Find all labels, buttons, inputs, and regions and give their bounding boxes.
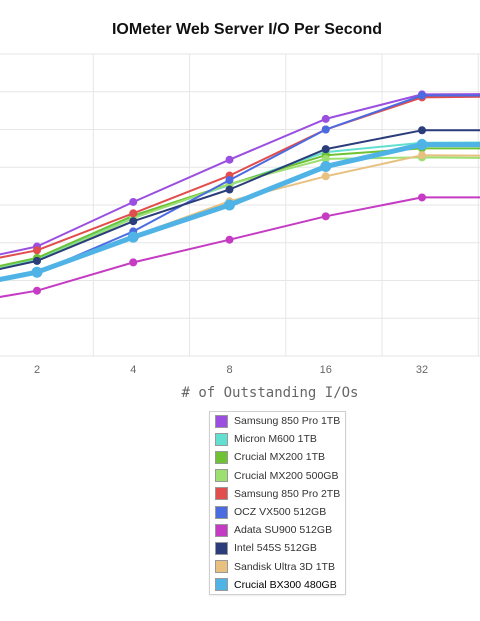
data-point bbox=[224, 199, 235, 211]
data-point bbox=[418, 193, 426, 202]
data-point bbox=[129, 258, 138, 267]
legend-item[interactable]: Intel 545S 512GB bbox=[215, 539, 345, 557]
data-point bbox=[321, 154, 330, 163]
chart-title: IOMeter Web Server I/O Per Second bbox=[112, 21, 382, 38]
legend-label: Adata SU900 512GB bbox=[234, 524, 333, 537]
data-point bbox=[33, 256, 41, 265]
data-point bbox=[225, 155, 234, 164]
data-point bbox=[33, 246, 41, 255]
x-axis-label: # of Outstanding I/Os bbox=[181, 385, 358, 401]
legend-label: Crucial MX200 1TB bbox=[234, 451, 326, 464]
data-point bbox=[321, 212, 330, 221]
legend-swatch bbox=[215, 487, 228, 501]
data-point bbox=[129, 217, 138, 226]
legend-item[interactable]: OCZ VX500 512GB bbox=[215, 503, 345, 521]
series-line bbox=[0, 142, 480, 283]
grid bbox=[0, 53, 480, 357]
data-point bbox=[129, 209, 138, 218]
series-layer bbox=[0, 90, 480, 298]
series-adata-su900-512gb bbox=[0, 193, 480, 298]
legend-label: Crucial MX200 500GB bbox=[234, 469, 339, 482]
x-tick-label: 8 bbox=[226, 364, 232, 376]
legend-label: Samsung 850 Pro 1TB bbox=[234, 415, 341, 428]
legend-swatch bbox=[215, 505, 228, 519]
legend-item[interactable]: Samsung 850 Pro 2TB bbox=[215, 485, 345, 503]
series-line bbox=[0, 94, 480, 282]
data-point bbox=[416, 139, 428, 151]
legend-label: Sandisk Ultra 3D 1TB bbox=[234, 560, 335, 573]
legend-item[interactable]: Crucial MX200 500GB bbox=[215, 467, 345, 485]
data-point bbox=[320, 160, 332, 172]
series-sandisk-ultra-3d-1tb bbox=[0, 151, 480, 281]
legend-swatch bbox=[215, 541, 228, 555]
data-point bbox=[418, 91, 426, 100]
legend-item[interactable]: Adata SU900 512GB bbox=[215, 521, 345, 539]
data-point bbox=[321, 125, 330, 134]
legend-swatch bbox=[215, 469, 228, 483]
series-intel-545s-512gb bbox=[0, 126, 480, 271]
data-point bbox=[33, 286, 41, 295]
series-micron-m600-1tb bbox=[0, 138, 480, 269]
x-tick-label: 16 bbox=[320, 364, 332, 376]
data-point bbox=[321, 114, 330, 123]
legend-swatch bbox=[215, 560, 228, 574]
legend-item[interactable]: Micron M600 1TB bbox=[215, 430, 345, 448]
legend-item[interactable]: Crucial MX200 1TB bbox=[215, 448, 345, 466]
data-point bbox=[129, 197, 138, 206]
legend-item[interactable]: Crucial BX300 480GB bbox=[215, 576, 345, 594]
data-point bbox=[418, 151, 426, 160]
series-ocz-vx500-512gb bbox=[0, 91, 480, 282]
series-crucial-mx200-500gb bbox=[0, 153, 480, 270]
x-tick-label: 4 bbox=[130, 364, 136, 376]
data-point bbox=[225, 185, 234, 194]
data-point bbox=[225, 176, 234, 185]
legend-swatch bbox=[215, 432, 228, 446]
legend-label: Crucial BX300 480GB bbox=[234, 578, 337, 591]
x-tick-label: 32 bbox=[416, 364, 428, 376]
legend-swatch bbox=[215, 523, 228, 537]
legend-swatch bbox=[215, 578, 228, 592]
legend-label: Micron M600 1TB bbox=[234, 433, 317, 446]
legend-swatch bbox=[215, 450, 228, 464]
legend-item[interactable]: Sandisk Ultra 3D 1TB bbox=[215, 558, 345, 576]
data-point bbox=[225, 235, 234, 244]
data-point bbox=[418, 126, 426, 135]
legend: Samsung 850 Pro 1TB Micron M600 1TB Crucia… bbox=[209, 411, 346, 595]
data-point bbox=[127, 231, 139, 243]
legend-swatch bbox=[215, 414, 228, 428]
legend-label: Samsung 850 Pro 2TB bbox=[234, 487, 341, 500]
data-point bbox=[321, 172, 330, 181]
series-crucial-bx300-480gb bbox=[0, 139, 480, 283]
legend-label: OCZ VX500 512GB bbox=[234, 506, 327, 519]
series-line bbox=[0, 196, 480, 298]
data-point bbox=[31, 266, 43, 278]
x-tick-labels: 2 4 8 16 32 bbox=[34, 364, 428, 376]
data-point bbox=[321, 145, 330, 154]
legend-label: Intel 545S 512GB bbox=[234, 542, 317, 555]
legend-item[interactable]: Samsung 850 Pro 1TB bbox=[215, 412, 345, 430]
x-tick-label: 2 bbox=[34, 364, 40, 376]
